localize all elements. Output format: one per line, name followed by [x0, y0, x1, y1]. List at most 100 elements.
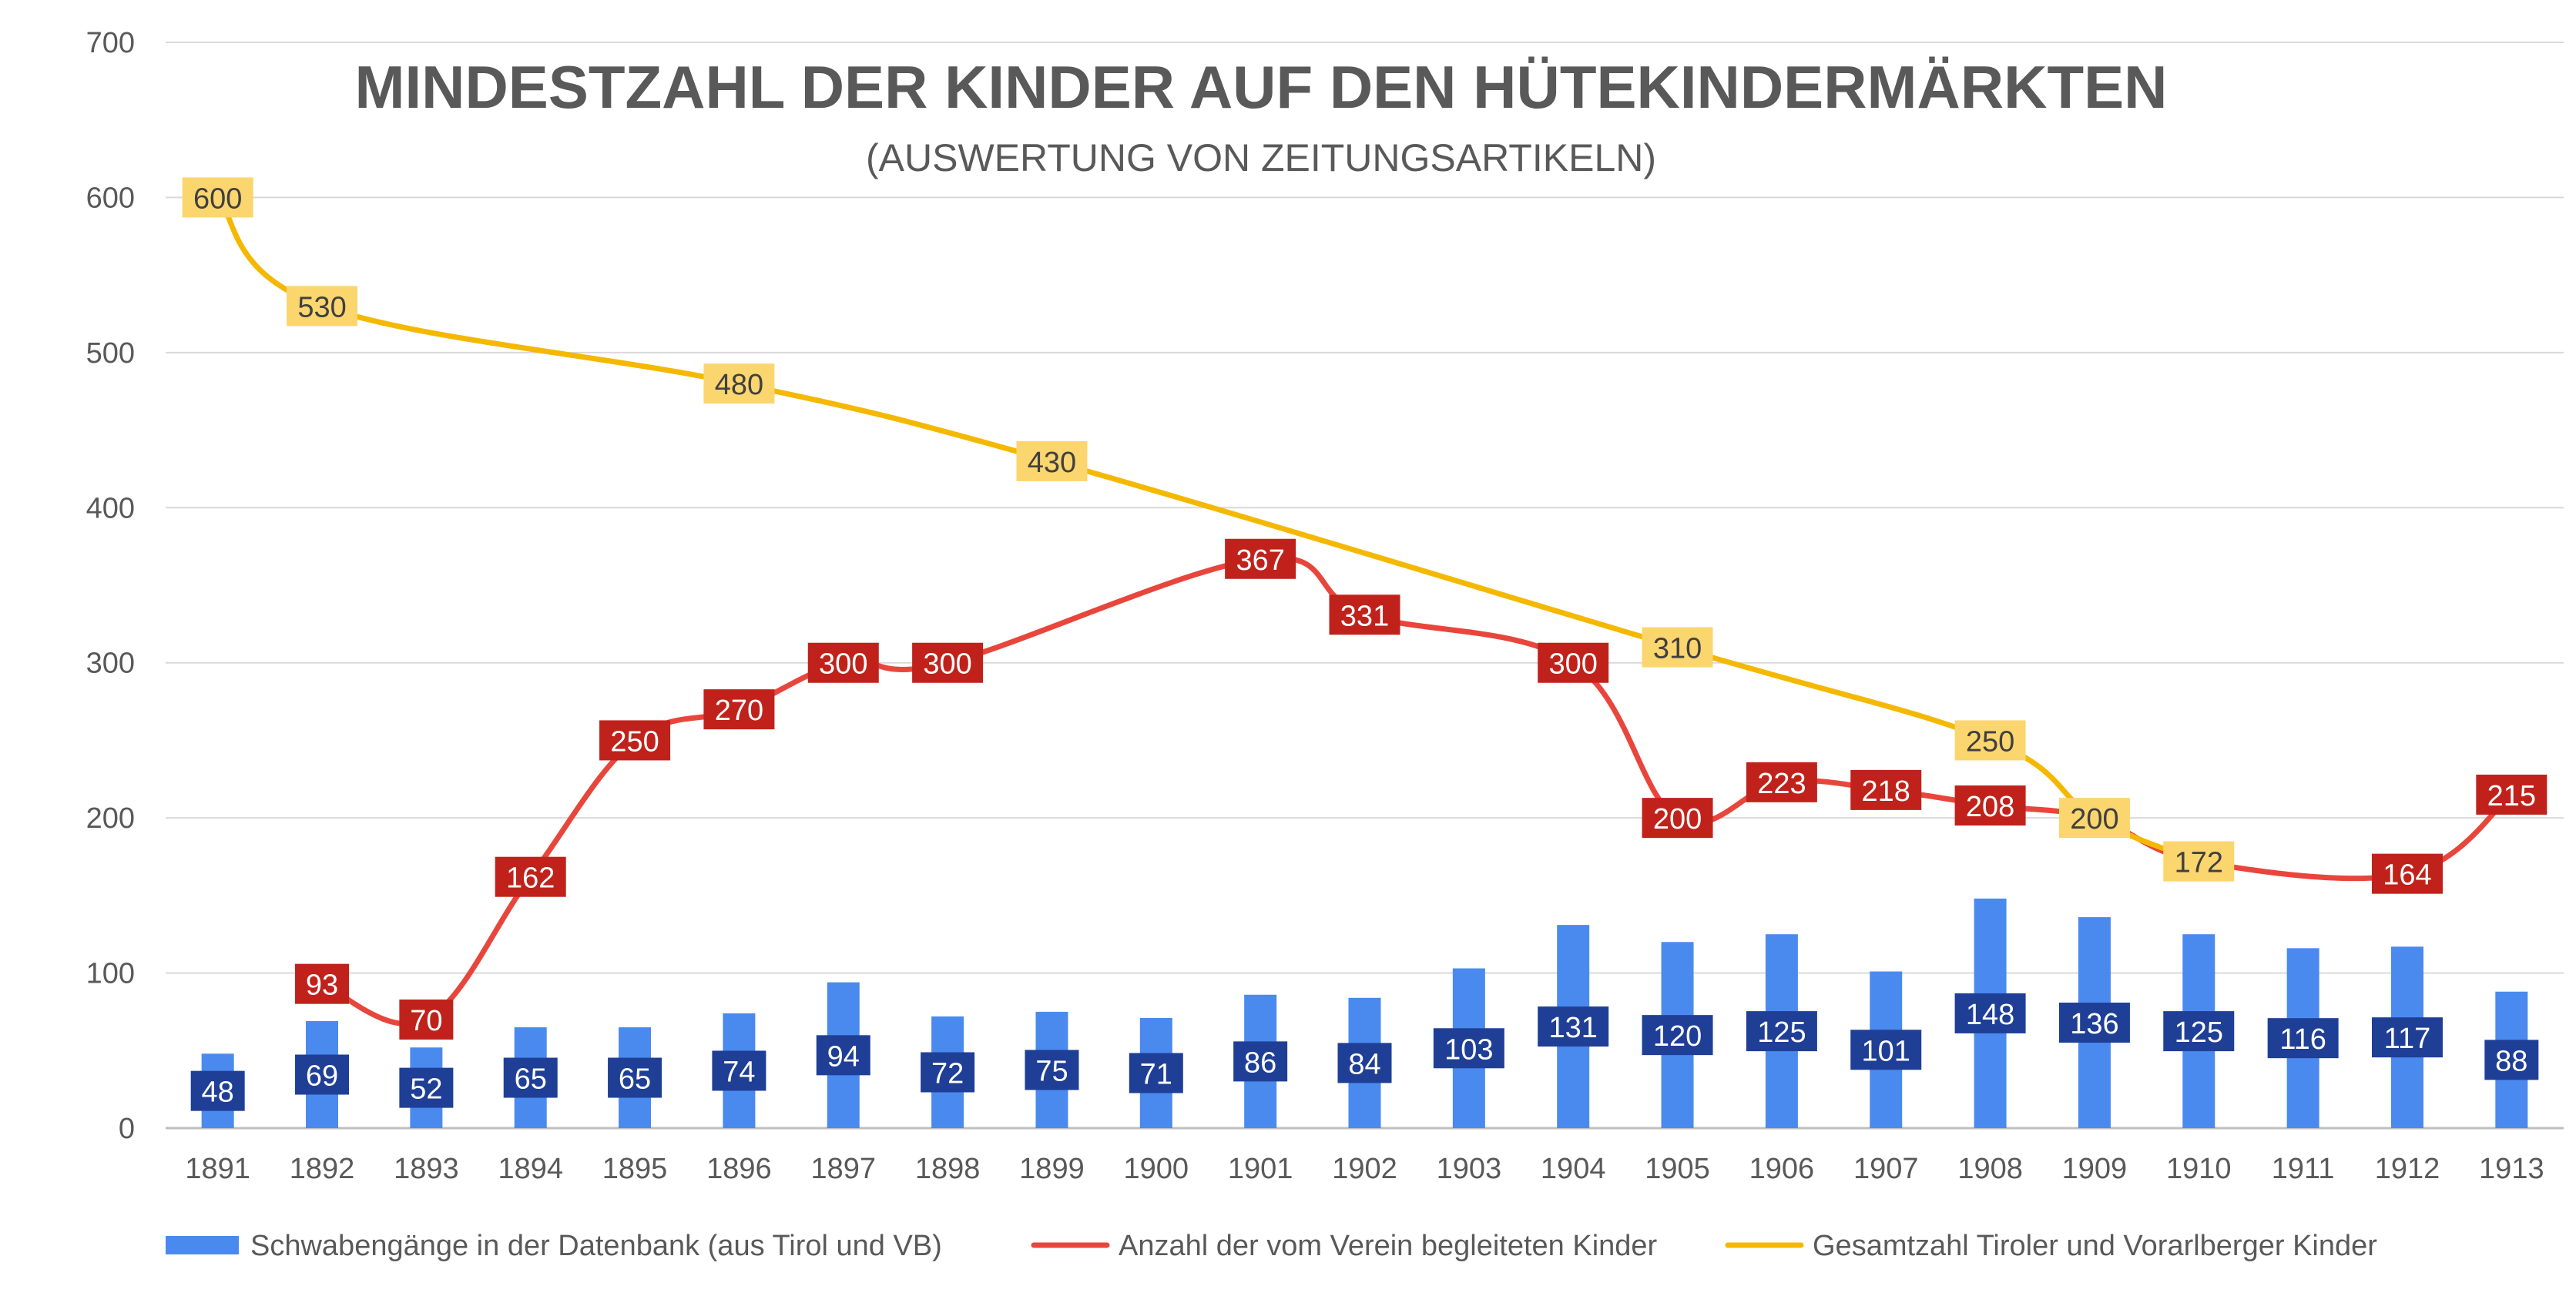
y-axis: 0 100 200 300 400 500 600 700: [86, 27, 135, 1145]
x-tick-label: 1901: [1228, 1153, 1293, 1185]
y-tick-label: 500: [86, 337, 135, 370]
x-tick-label: 1906: [1749, 1153, 1815, 1185]
line-data-label: 331: [1340, 600, 1389, 632]
bar-data-label-box: [1850, 1030, 1922, 1070]
line-data-label-box: [703, 363, 775, 404]
bar-data-label-box: [503, 1057, 558, 1098]
x-tick-label: 1891: [185, 1153, 250, 1185]
bar-data-label: 125: [2175, 1016, 2223, 1049]
legend-label: Gesamtzahl Tiroler und Vorarlberger Kind…: [1813, 1230, 2377, 1262]
x-tick-label: 1912: [2375, 1153, 2440, 1185]
legend-bar-swatch: [166, 1236, 239, 1254]
bar-data-label: 116: [2279, 1023, 2326, 1056]
series-line: [215, 194, 2202, 865]
line-data-label-box: [703, 689, 775, 730]
line-data-label-box: [495, 856, 566, 897]
y-tick-label: 100: [86, 958, 135, 990]
line-data-label-box: [287, 286, 358, 327]
bar-data-label-box: [1233, 1041, 1288, 1082]
bar-data-label: 71: [1140, 1058, 1172, 1090]
line-data-label-box: [2058, 798, 2130, 839]
line-data-label: 310: [1653, 633, 1702, 665]
bar-data-label-box: [2058, 1003, 2130, 1043]
x-tick-label: 1909: [2062, 1153, 2128, 1185]
line-data-label-box: [182, 177, 253, 218]
line-data-label: 367: [1236, 544, 1284, 577]
line-data-label-box: [1329, 594, 1400, 635]
bar-data-label-box: [190, 1070, 245, 1111]
y-tick-label: 300: [86, 648, 135, 680]
line-data-label-box: [399, 1000, 454, 1040]
x-axis: 1891 1892 1893 1894 1895 1896 1897 1898 1899 1900…: [185, 1153, 2544, 1185]
line-data-label-box: [1642, 798, 1713, 839]
line-data-label: 250: [1966, 725, 2014, 758]
bar-data-label: 101: [1862, 1035, 1910, 1067]
line-data-label-box: [912, 642, 984, 683]
bar-data-label: 74: [723, 1056, 755, 1088]
bar-data-label-box: [1746, 1011, 1817, 1052]
bar-data-label-box: [2163, 1011, 2235, 1052]
line-data-label: 300: [1548, 648, 1597, 681]
x-tick-label: 1907: [1853, 1153, 1919, 1185]
bar-data-label-box: [921, 1052, 975, 1093]
bar-data-label: 65: [619, 1063, 651, 1096]
x-tick-label: 1903: [1437, 1153, 1502, 1185]
line-data-label: 162: [506, 862, 555, 895]
x-tick-label: 1896: [706, 1153, 772, 1185]
line-data-label: 70: [410, 1005, 442, 1037]
line-data-label: 164: [2383, 859, 2431, 892]
line-data-label: 480: [715, 369, 763, 401]
line-data-label: 300: [819, 648, 867, 681]
x-tick-label: 1894: [498, 1153, 563, 1185]
bar-data-label-box: [1433, 1028, 1504, 1069]
bar-data-label-box: [1337, 1043, 1392, 1083]
line-data-label: 200: [1653, 803, 1702, 836]
bar-data-label-box: [399, 1067, 454, 1108]
line-data-label: 430: [1028, 447, 1076, 479]
bar-data-label: 148: [1966, 999, 2014, 1031]
chart-title: MINDESTZAHL DER KINDER AUF DEN HÜTEKINDE…: [355, 53, 2168, 121]
x-tick-label: 1893: [394, 1153, 459, 1185]
x-tick-label: 1908: [1957, 1153, 2023, 1185]
line-data-label: 223: [1757, 768, 1806, 800]
line-data-label: 270: [715, 695, 763, 727]
line-data-label-box: [1954, 720, 2026, 761]
x-tick-label: 1904: [1541, 1153, 1606, 1185]
line-data-label-box: [807, 642, 879, 683]
line-data-label: 172: [2175, 847, 2223, 879]
x-tick-label: 1913: [2479, 1153, 2544, 1185]
line-data-label: 300: [923, 648, 971, 681]
bar-data-label-box: [1129, 1053, 1183, 1093]
x-tick-label: 1899: [1019, 1153, 1085, 1185]
line-data-label: 200: [2070, 803, 2118, 836]
line-data-label-box: [599, 720, 671, 761]
bar-data-label: 86: [1244, 1047, 1276, 1079]
bar-data-label: 103: [1444, 1033, 1493, 1066]
y-tick-label: 0: [119, 1113, 135, 1145]
line-data-label-box: [1538, 642, 1609, 683]
x-tick-label: 1910: [2166, 1153, 2232, 1185]
data-labels: 48 69 52 65 65 74 94 72 75 71 86 84 103 131 120 125 101 1…: [182, 177, 2547, 1111]
bar-data-label-box: [295, 1054, 350, 1095]
line-data-label: 530: [297, 291, 346, 323]
bar-data-label: 136: [2070, 1008, 2118, 1040]
x-tick-label: 1911: [2272, 1153, 2335, 1185]
bar-data-label: 131: [1548, 1012, 1597, 1044]
x-tick-label: 1892: [290, 1153, 355, 1185]
line-data-label-box: [1016, 440, 1088, 481]
bar-data-label: 125: [1757, 1016, 1806, 1049]
bar-data-label: 88: [2495, 1045, 2527, 1077]
line-data-label-box: [2371, 853, 2443, 894]
line-data-label: 250: [610, 725, 659, 758]
line-data-label-box: [2476, 774, 2547, 815]
line-data-label-box: [2163, 841, 2235, 882]
chart-subtitle: (AUSWERTUNG VON ZEITUNGSARTIKELN): [866, 136, 1656, 179]
line-data-label-box: [1225, 538, 1296, 579]
x-tick-label: 1902: [1332, 1153, 1397, 1185]
bar-data-label-box: [712, 1050, 766, 1091]
line-data-label: 600: [193, 183, 242, 215]
bar-data-label-box: [2484, 1040, 2539, 1080]
bar-data-label-box: [816, 1035, 870, 1076]
